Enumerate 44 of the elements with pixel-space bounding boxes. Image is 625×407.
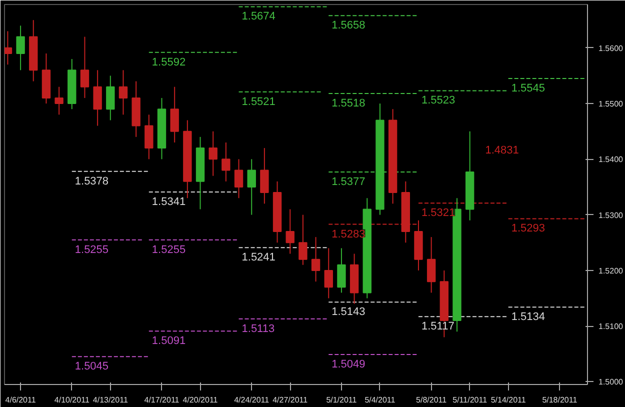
- x-tick-label: 4/10/2011: [54, 396, 90, 404]
- x-tick-label: 5/18/2011: [542, 396, 578, 404]
- x-tick-label: 5/4/2011: [364, 396, 396, 404]
- series-label: 1.5378: [74, 175, 109, 188]
- series-label: 1.5117: [421, 320, 454, 333]
- series-label: 1.5283: [332, 228, 366, 240]
- x-tick-label: 4/24/2011: [234, 396, 270, 404]
- series-label: 1.5674: [242, 10, 276, 23]
- series-label: 1.5293: [511, 222, 545, 235]
- series-label: 1.5341: [152, 196, 186, 208]
- y-tick-label: 1.5200: [598, 266, 624, 276]
- series-label: 1.5518: [332, 98, 366, 110]
- y-tick-label: 1.5500: [598, 100, 624, 109]
- series-label: 1.5049: [332, 358, 366, 370]
- x-tick-label: 4/6/2011: [5, 396, 36, 404]
- series-label: 1.5321: [421, 207, 456, 220]
- x-tick-label: 5/1/2011: [326, 396, 358, 404]
- series-label: 1.5658: [332, 20, 366, 32]
- x-tick-label: 4/13/2011: [92, 396, 128, 404]
- y-tick-label: 1.5000: [598, 378, 624, 387]
- series-label: 1.5241: [242, 252, 276, 264]
- series-label: 1.5134: [511, 311, 545, 324]
- series-label: 1.5255: [152, 244, 186, 256]
- series-label: 1.5113: [242, 322, 275, 335]
- x-tick-label: 5/11/2011: [452, 396, 488, 404]
- series-label: 1.5143: [332, 306, 366, 318]
- series-label: 1.5592: [152, 56, 186, 68]
- series-label: 1.5545: [511, 82, 545, 94]
- x-tick-label: 4/17/2011: [144, 396, 180, 404]
- series-label: 1.5523: [421, 94, 456, 107]
- annotation: 1.4831: [485, 144, 519, 156]
- series-label: 1.5255: [74, 244, 109, 256]
- series-label: 1.5377: [332, 176, 366, 188]
- series-label: 1.5045: [74, 360, 109, 373]
- series-label: 1.5091: [152, 335, 186, 348]
- y-tick-label: 1.5400: [598, 155, 624, 164]
- x-tick-label: 4/20/2011: [182, 396, 218, 404]
- series-label: 1.5521: [242, 96, 276, 108]
- x-tick-label: 5/8/2011: [416, 396, 448, 404]
- y-tick-label: 1.5600: [598, 44, 624, 53]
- x-tick-label: 5/14/2011: [490, 396, 526, 404]
- x-tick-label: 4/27/2011: [272, 396, 308, 404]
- y-tick-label: 1.5100: [598, 322, 624, 332]
- y-tick-label: 1.5300: [598, 210, 624, 220]
